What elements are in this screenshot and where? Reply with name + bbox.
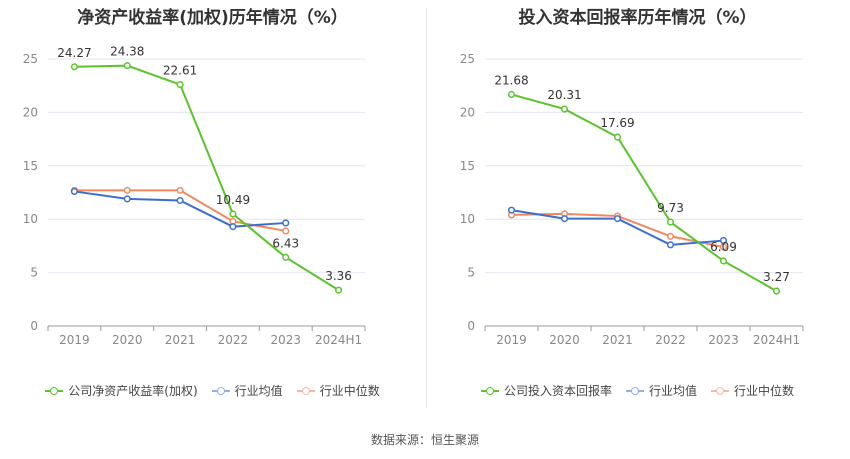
chart-legend: 公司投入资本回报率 行业均值 行业中位数: [425, 382, 850, 399]
data-label: 22.61: [163, 64, 197, 78]
data-point: [772, 287, 781, 295]
x-tick-label: 2020: [112, 333, 143, 347]
series-line-0: [511, 93, 777, 292]
legend-item-company[interactable]: 公司净资产收益率(加权): [45, 382, 198, 399]
roe-chart-plot: 0 5 10 15 20 25 2019 2020 2021 2022 2023 2024H1 24.2…: [23, 45, 366, 347]
legend-label: 公司投入资本回报率: [503, 384, 612, 398]
data-label: 24.27: [57, 46, 91, 60]
y-tick-label: 5: [30, 266, 38, 280]
data-point: [123, 186, 131, 194]
data-point: [229, 210, 237, 218]
y-tick-label: 5: [467, 266, 475, 280]
legend-item-company[interactable]: 公司投入资本回报率: [480, 382, 612, 399]
chart-title: 净资产收益率(加权)历年情况（%）: [77, 8, 348, 28]
data-point: [666, 232, 675, 240]
data-point: [613, 133, 622, 141]
x-tick-label: 2019: [496, 333, 527, 347]
panel-divider: [426, 8, 427, 408]
x-tick-label: 2021: [165, 333, 196, 347]
data-label: 6.43: [272, 236, 299, 250]
x-tick-label: 2022: [655, 333, 686, 347]
data-point: [123, 195, 131, 203]
y-tick-label: 25: [460, 52, 475, 66]
y-tick-label: 20: [460, 105, 475, 119]
data-point: [666, 218, 675, 226]
data-point: [335, 286, 343, 294]
data-label: 6.09: [710, 240, 737, 254]
data-point: [613, 215, 622, 223]
y-tick-label: 15: [460, 159, 475, 173]
legend-label: 行业中位数: [319, 384, 380, 398]
y-tick-label: 0: [467, 319, 475, 333]
legend-swatch-icon: [296, 385, 315, 397]
y-tick-label: 10: [23, 212, 38, 226]
x-tick-label: 2023: [270, 333, 301, 347]
series-line-0: [74, 64, 340, 291]
data-label: 10.49: [216, 193, 250, 207]
x-tick-label: 2023: [708, 333, 739, 347]
chart-title: 投入资本回报率历年情况（%）: [518, 8, 757, 28]
y-tick-label: 10: [460, 212, 475, 226]
series-line-1: [74, 190, 286, 228]
x-tick-label: 2022: [218, 333, 249, 347]
data-point: [719, 257, 728, 265]
x-tick-label: 2024H1: [315, 333, 362, 347]
data-label: 24.38: [110, 45, 144, 59]
chart-legend: 公司净资产收益率(加权) 行业均值 行业中位数: [0, 382, 425, 399]
data-label: 3.27: [763, 270, 790, 284]
data-point: [719, 237, 728, 245]
data-point: [229, 223, 237, 231]
legend-swatch-icon: [45, 385, 64, 397]
data-point: [123, 62, 131, 70]
data-point: [176, 186, 184, 194]
data-point: [282, 253, 290, 261]
data-point: [666, 241, 675, 249]
y-tick-label: 15: [23, 159, 38, 173]
legend-swatch-icon: [625, 385, 644, 397]
data-point: [560, 105, 569, 113]
data-point: [176, 80, 184, 89]
data-point: [560, 215, 569, 223]
y-tick-label: 0: [30, 319, 38, 333]
legend-item-industry-average[interactable]: 行业均值: [625, 382, 697, 399]
x-tick-label: 2019: [59, 333, 90, 347]
x-tick-label: 2024H1: [753, 333, 800, 347]
data-point: [507, 206, 516, 214]
legend-item-industry-median[interactable]: 行业中位数: [711, 382, 794, 399]
data-point: [70, 63, 78, 71]
x-tick-label: 2021: [602, 333, 633, 347]
x-tick-label: 2020: [549, 333, 580, 347]
legend-label: 行业中位数: [734, 384, 795, 398]
data-source-note: 数据来源：恒生聚源: [370, 433, 479, 447]
data-point: [282, 227, 290, 235]
data-label: 3.36: [325, 269, 352, 283]
data-point: [70, 187, 78, 195]
legend-swatch-icon: [211, 385, 230, 397]
legend-item-industry-median[interactable]: 行业中位数: [296, 382, 380, 399]
roe-chart-panel: 净资产收益率(加权)历年情况（%） 0 5 10 15 20 25 2019 2020 2021…: [0, 0, 425, 420]
data-point: [176, 196, 184, 205]
legend-label: 行业均值: [234, 384, 283, 398]
roic-chart-plot: 0 5 10 15 20 25 2019 2020 2021 2022 2023 2024H1 21.6…: [460, 52, 804, 347]
data-label: 17.69: [600, 116, 634, 130]
legend-label: 行业均值: [648, 384, 697, 398]
data-label: 9.73: [657, 201, 684, 215]
legend-swatch-icon: [711, 385, 729, 397]
data-point: [719, 243, 728, 251]
y-tick-label: 25: [23, 52, 38, 66]
data-label: 21.68: [494, 73, 528, 87]
data-point: [507, 90, 516, 99]
data-label: 20.31: [547, 88, 581, 102]
y-tick-label: 20: [23, 105, 38, 119]
legend-item-industry-average[interactable]: 行业均值: [211, 382, 283, 399]
legend-swatch-icon: [480, 385, 499, 397]
roic-chart-panel: 投入资本回报率历年情况（%） 0 5 10 15 20 25 2019 2020 2021 202…: [425, 0, 850, 420]
legend-label: 公司净资产收益率(加权): [68, 384, 198, 398]
data-point: [282, 219, 290, 227]
